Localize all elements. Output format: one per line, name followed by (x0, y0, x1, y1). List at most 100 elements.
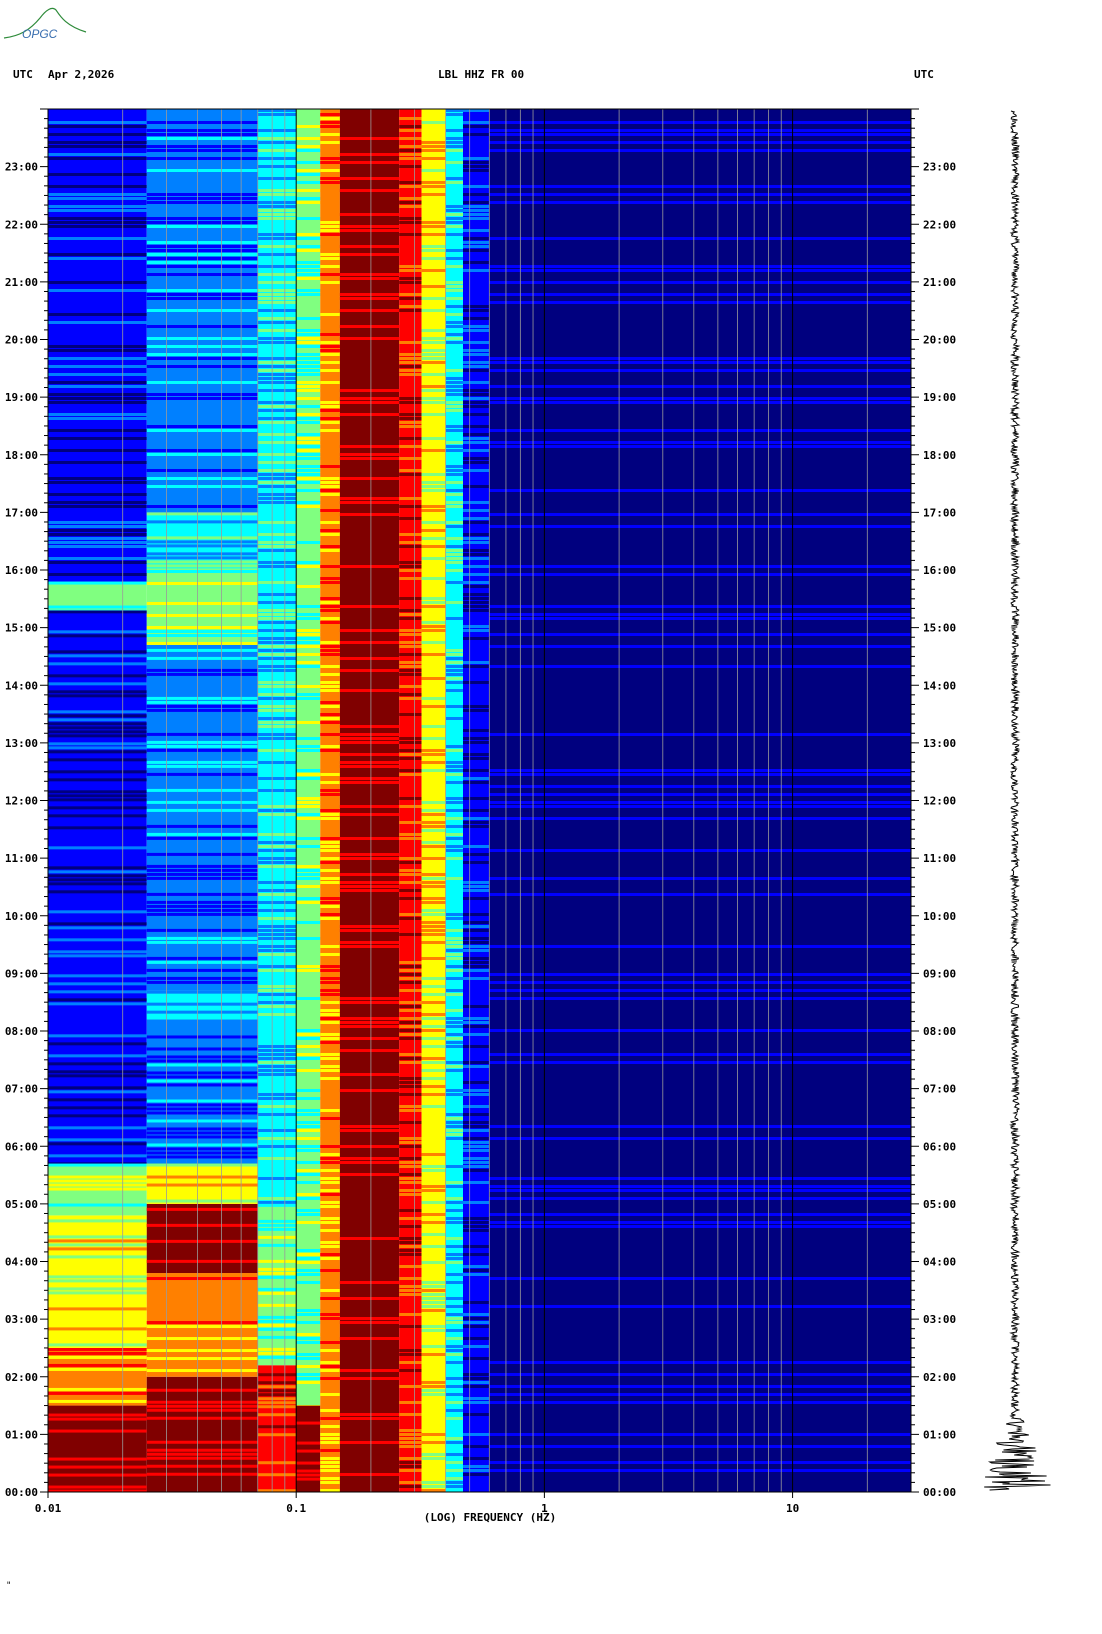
heat-stripe (257, 329, 297, 332)
heat-stripe (48, 826, 147, 830)
heat-stripe (320, 1349, 340, 1352)
heat-stripe (296, 1037, 321, 1040)
heat-stripe (445, 265, 464, 268)
heat-stripe (489, 1029, 911, 1032)
heat-stripe (463, 753, 490, 756)
heat-stripe (257, 1197, 297, 1200)
heat-stripe (399, 545, 422, 548)
heat-stripe (320, 333, 340, 336)
heat-stripe (421, 357, 446, 360)
heat-stripe (48, 874, 147, 878)
heat-stripe (399, 365, 422, 368)
heat-stripe (445, 249, 464, 252)
heat-stripe (463, 1457, 490, 1460)
heat-stripe (399, 233, 422, 236)
heat-stripe (48, 1106, 147, 1110)
heat-stripe (296, 1377, 321, 1380)
heat-stripe (48, 814, 147, 818)
heat-stripe (421, 1345, 446, 1348)
heat-stripe (445, 837, 464, 840)
heat-stripe (146, 1055, 258, 1059)
heat-stripe (257, 301, 297, 304)
heat-stripe (399, 297, 422, 300)
heat-stripe (445, 1417, 464, 1420)
heat-stripe (48, 1327, 147, 1331)
heat-stripe (48, 1090, 147, 1094)
heat-stripe (296, 637, 321, 640)
heat-stripe (257, 1351, 297, 1355)
heat-stripe (296, 885, 321, 888)
heat-stripe (320, 717, 340, 720)
heat-stripe (257, 1001, 297, 1004)
heat-stripe (320, 969, 340, 972)
heat-stripe (489, 397, 911, 400)
heat-stripe (463, 1445, 490, 1448)
heat-stripe (463, 1397, 490, 1400)
heat-stripe (445, 681, 464, 684)
heat-stripe (463, 1465, 490, 1468)
heat-stripe (399, 437, 422, 440)
heat-stripe (463, 1161, 490, 1164)
heat-stripe (421, 925, 446, 928)
heat-stripe (146, 245, 258, 248)
heat-stripe (399, 737, 422, 740)
heat-stripe (399, 1157, 422, 1160)
heat-stripe (421, 473, 446, 476)
heat-stripe (339, 733, 400, 736)
heat-stripe (445, 481, 464, 484)
heat-stripe (146, 469, 258, 472)
heat-stripe (399, 869, 422, 872)
heat-stripe (463, 609, 490, 612)
heat-stripe (399, 973, 422, 976)
heat-stripe (489, 817, 911, 820)
heat-stripe (445, 801, 464, 804)
heat-stripe (146, 512, 258, 516)
heat-stripe (257, 213, 297, 216)
heat-stripe (48, 742, 147, 746)
heat-stripe (146, 570, 258, 573)
heat-stripe (445, 877, 464, 880)
heat-stripe (296, 1033, 321, 1036)
heat-stripe (296, 965, 321, 968)
heat-cell (421, 109, 446, 1492)
heat-stripe (146, 582, 258, 585)
heat-stripe (463, 365, 490, 368)
heat-stripe (257, 1045, 297, 1048)
heat-stripe (445, 1281, 464, 1284)
heat-stripe (421, 1457, 446, 1460)
heat-stripe (463, 897, 490, 900)
heat-stripe (48, 1417, 147, 1421)
heat-stripe (146, 626, 258, 629)
heat-stripe (463, 949, 490, 952)
heat-stripe (445, 1469, 464, 1472)
heat-stripe (339, 813, 400, 816)
heat-stripe (445, 989, 464, 992)
heat-stripe (296, 233, 321, 236)
heat-stripe (146, 345, 258, 348)
heat-stripe (463, 229, 490, 232)
heat-stripe (399, 961, 422, 964)
heat-stripe (257, 593, 297, 596)
heat-stripe (48, 1126, 147, 1130)
heat-stripe (146, 976, 258, 980)
heat-stripe (48, 634, 147, 638)
heat-stripe (399, 889, 422, 892)
heat-stripe (296, 197, 321, 200)
heat-stripe (463, 1065, 490, 1068)
heat-stripe (421, 149, 446, 152)
heat-stripe (399, 1277, 422, 1280)
heat-stripe (257, 1405, 297, 1409)
heat-stripe (421, 753, 446, 756)
heat-stripe (463, 441, 490, 444)
heat-stripe (445, 833, 464, 836)
heat-stripe (445, 657, 464, 660)
heat-stripe (463, 961, 490, 964)
heat-stripe (489, 805, 911, 808)
heat-stripe (445, 1181, 464, 1184)
heat-stripe (296, 585, 321, 588)
heat-stripe (296, 1173, 321, 1176)
heat-stripe (296, 613, 321, 616)
heat-stripe (257, 1401, 297, 1405)
heat-stripe (399, 517, 422, 520)
heat-stripe (257, 109, 297, 112)
